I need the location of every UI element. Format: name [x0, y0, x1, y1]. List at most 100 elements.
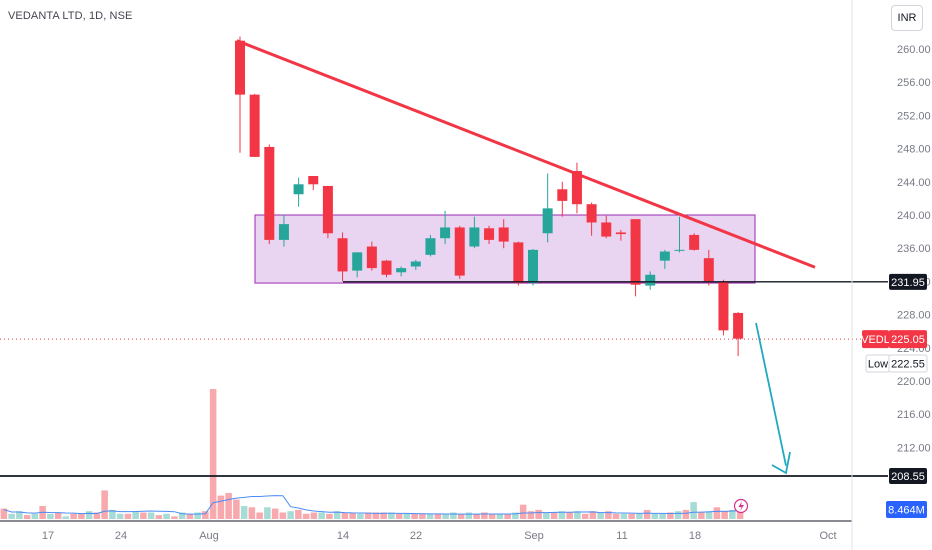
trend-line	[236, 39, 816, 269]
volume-bar	[171, 516, 178, 519]
candle-body	[703, 258, 714, 282]
candle-body	[264, 146, 275, 240]
x-tick-label: 11	[616, 530, 627, 542]
volume-bar	[178, 512, 186, 519]
candle-body	[381, 260, 392, 275]
volume-bar	[643, 509, 651, 519]
candle-body	[645, 274, 656, 286]
y-tick-label: 212.00	[897, 442, 931, 454]
volume-bar	[132, 511, 139, 519]
volume-bar	[426, 513, 434, 519]
support-level-1-label-bg	[889, 273, 927, 290]
candle-body	[366, 246, 377, 269]
volume-bar	[47, 513, 54, 519]
volume-bar	[101, 490, 108, 519]
volume-bar	[589, 511, 597, 519]
candle-body	[586, 204, 597, 223]
volume-bar	[279, 512, 287, 519]
volume-bar	[31, 513, 39, 519]
candle-body	[454, 227, 465, 276]
y-tick-label: 216.00	[897, 409, 931, 421]
volume-bar	[54, 512, 62, 519]
volume-bar	[535, 509, 542, 519]
volume-bar	[674, 511, 682, 519]
x-tick-label: Sep	[524, 530, 544, 542]
y-tick-label: 220.00	[897, 376, 931, 388]
last-price-label-bg	[889, 330, 927, 349]
candle-body	[278, 224, 289, 240]
volume-bar	[318, 512, 325, 519]
volume-bar	[388, 512, 395, 519]
volume-bar	[302, 513, 310, 519]
x-tick-label: Aug	[199, 530, 219, 542]
volume-bar	[736, 508, 744, 519]
candle-body	[337, 238, 348, 272]
volume-bar	[116, 513, 124, 519]
candle-body	[249, 94, 260, 157]
volume-bar	[597, 512, 604, 519]
volume-bar	[233, 499, 240, 519]
volume-bar	[326, 513, 333, 519]
candle-body	[425, 238, 436, 255]
candle-body	[571, 171, 582, 205]
volume-bar	[473, 513, 480, 519]
candle-body	[615, 232, 626, 235]
volume-bar	[364, 512, 372, 519]
volume-bar	[543, 512, 550, 519]
volume-bar	[403, 513, 411, 519]
volume-bar	[287, 511, 294, 519]
projection-arrow-shaft	[755, 322, 787, 466]
volume-bar	[581, 513, 589, 519]
currency-button[interactable]: INR	[891, 5, 923, 31]
y-tick-label: 240.00	[897, 210, 931, 222]
volume-bar	[667, 512, 674, 519]
x-tick-label: 22	[410, 530, 422, 542]
volume-ma-line	[3, 495, 741, 515]
volume-bar	[450, 512, 457, 519]
candle-body	[528, 249, 538, 284]
volume-bar	[186, 513, 194, 519]
candle-body	[601, 222, 612, 237]
lightning-icon	[738, 501, 744, 511]
candle-body	[674, 249, 685, 251]
candle-body	[542, 208, 553, 234]
volume-bar	[140, 512, 147, 519]
volume-bar	[264, 507, 271, 519]
volume-bar	[434, 513, 442, 519]
y-tick-label: 248.00	[897, 144, 931, 156]
volume-bar	[225, 493, 232, 519]
volume-bar	[488, 513, 496, 519]
y-tick-label: 260.00	[897, 44, 931, 56]
candle-body	[484, 228, 495, 240]
volume-bar	[651, 513, 659, 519]
volume-bar	[690, 502, 697, 519]
volume-bar	[729, 509, 736, 519]
volume-bar	[85, 511, 93, 519]
y-tick-label: 244.00	[897, 177, 931, 189]
volume-bar	[512, 512, 519, 519]
x-tick-label: 18	[689, 530, 701, 542]
candle-body	[659, 251, 670, 261]
y-tick-label: 256.00	[897, 77, 931, 89]
volume-bar	[295, 509, 302, 519]
volume-bar	[147, 512, 155, 519]
volume-bar	[124, 513, 132, 519]
candle-body	[322, 185, 333, 234]
volume-bar	[527, 511, 535, 519]
candle-body	[557, 189, 568, 201]
candle-body	[293, 184, 304, 195]
volume-bar	[109, 509, 116, 519]
volume-bar	[8, 513, 15, 519]
low-price-label: 222.55	[891, 359, 925, 371]
volume-bar	[395, 513, 403, 519]
low-tag: Low	[868, 359, 888, 371]
volume-bar	[465, 512, 473, 519]
volume-bar	[659, 513, 666, 519]
volume-bars	[0, 389, 744, 519]
volume-bar	[504, 513, 511, 519]
volume-bar	[481, 512, 488, 519]
volume-bar	[558, 511, 566, 519]
volume-bar	[550, 512, 558, 519]
